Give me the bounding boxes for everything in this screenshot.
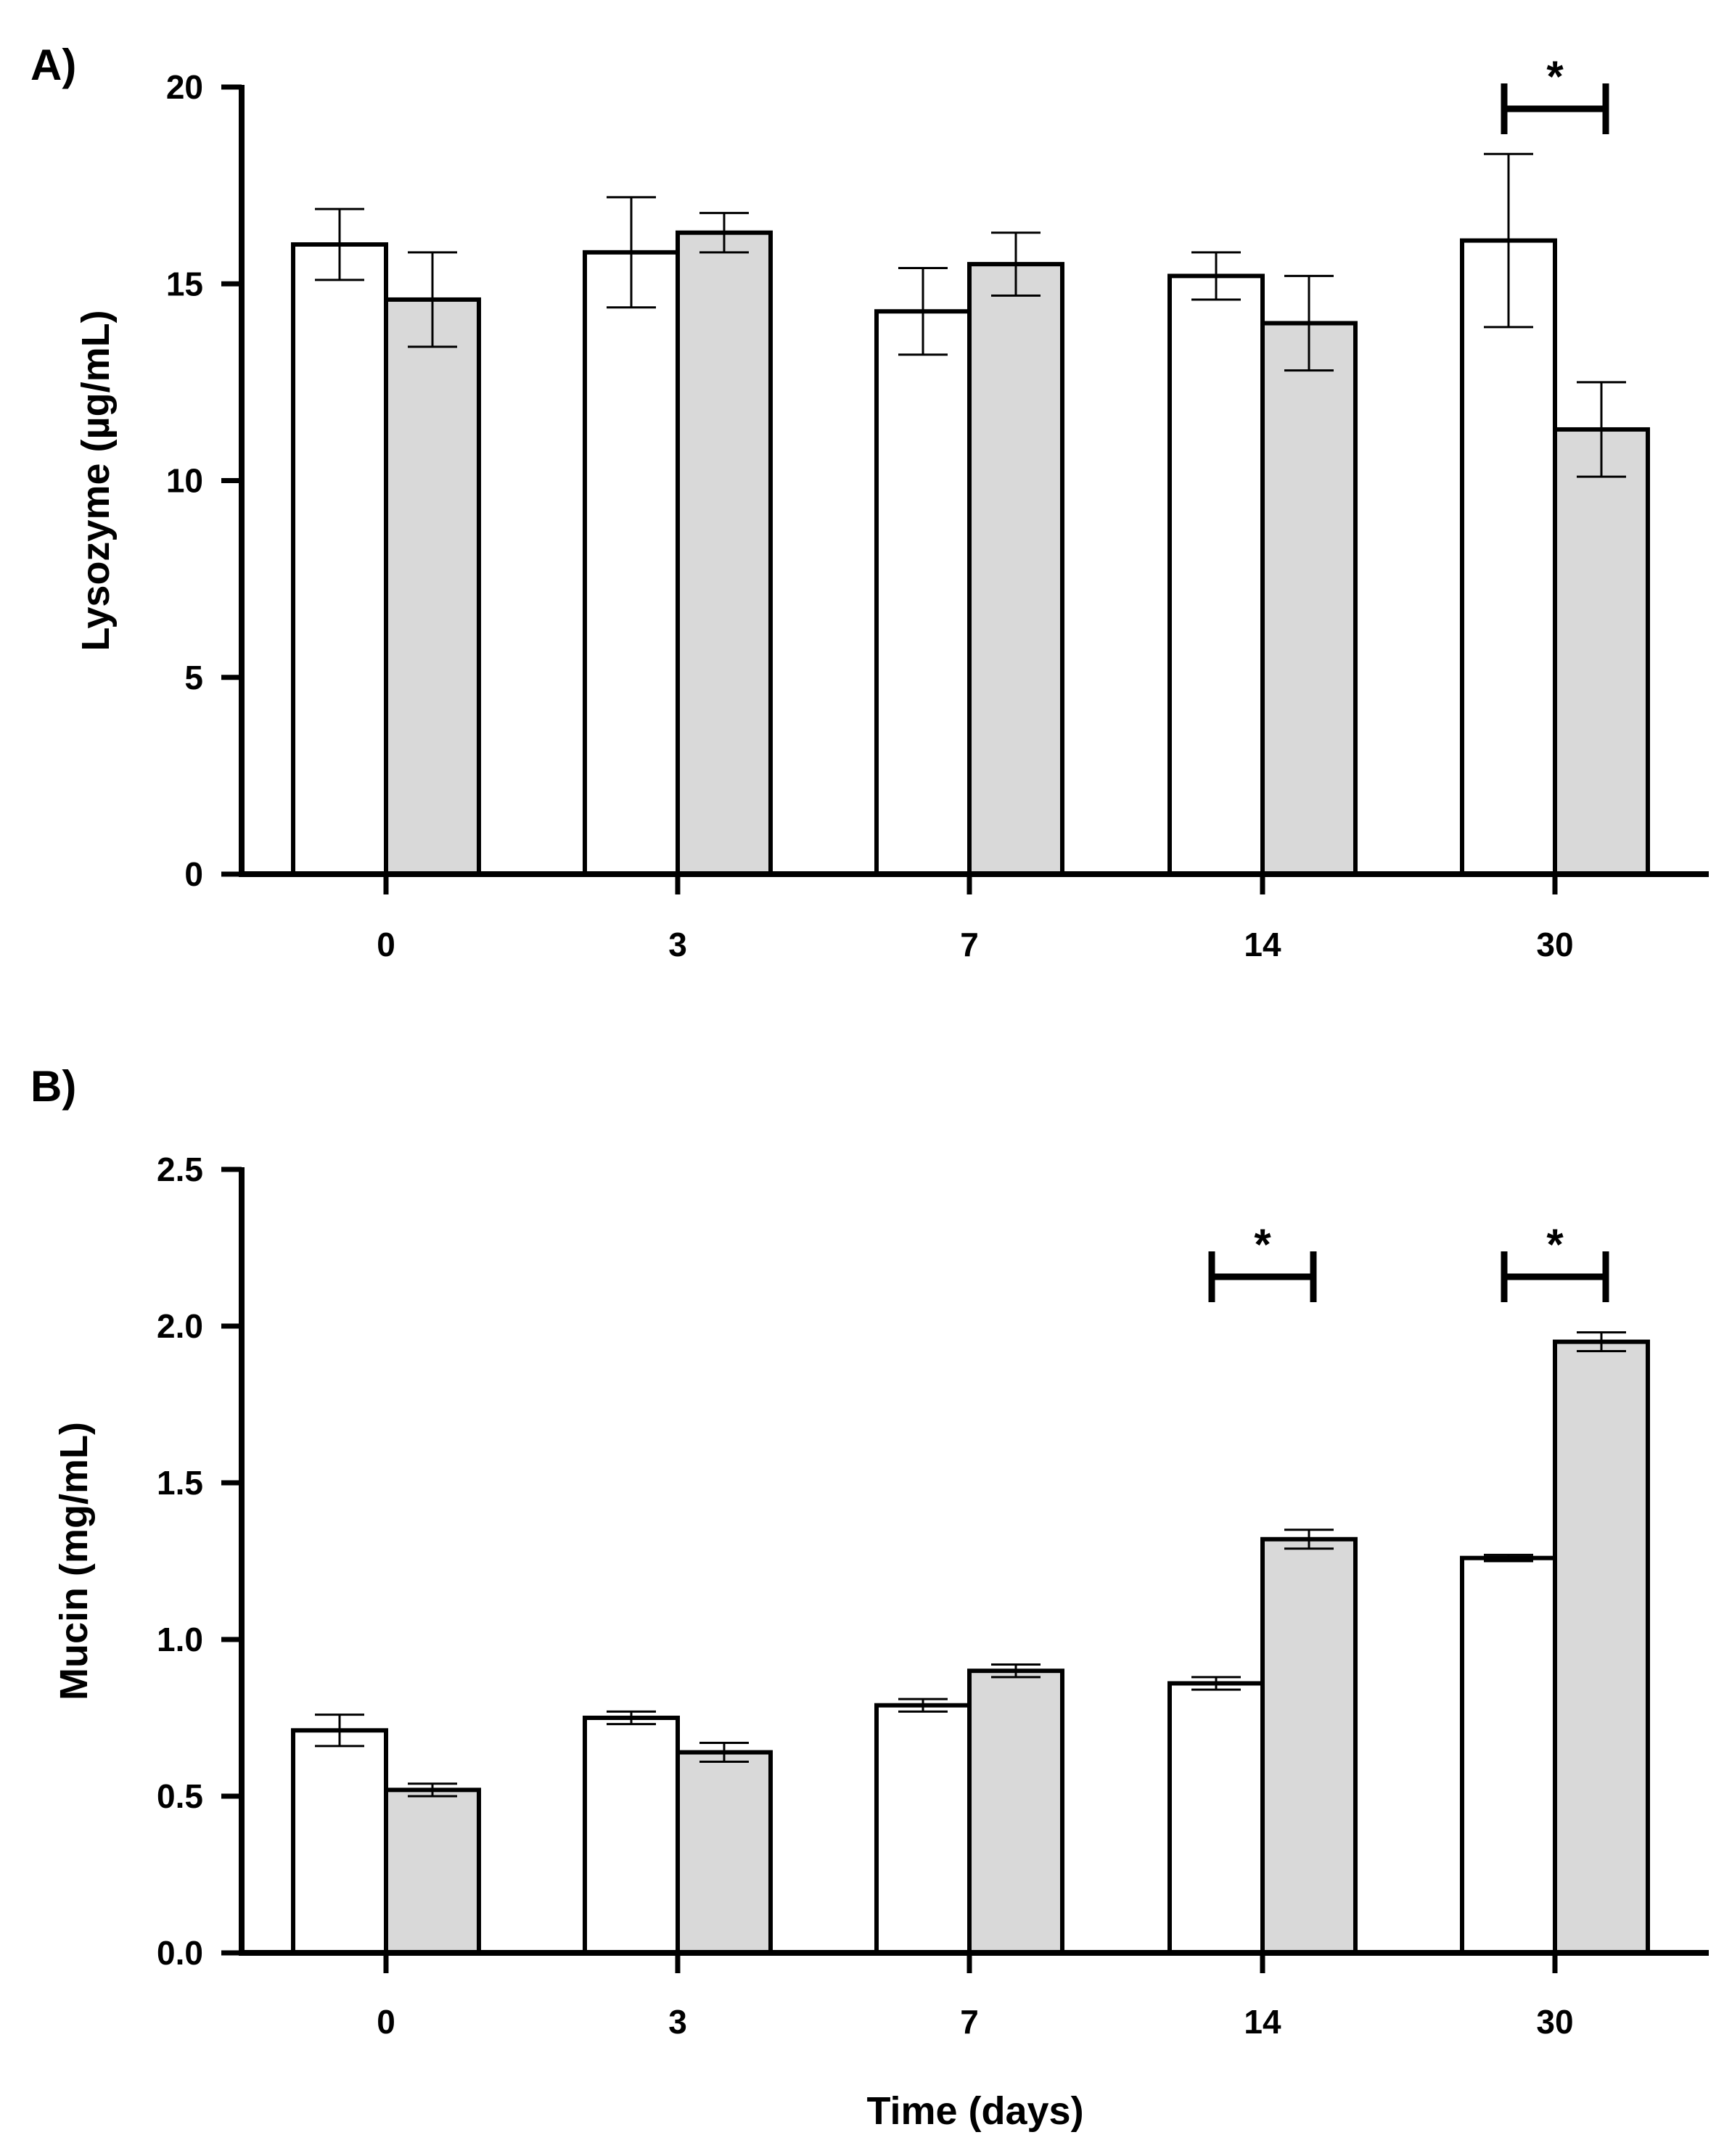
x-tick-label: 14 [1244,926,1281,963]
y-tick-label: 2.0 [157,1307,203,1345]
lysozyme-chart: A) 0 5 10 15 20 0 3 7 14 30 Lysozyme (µg/mL) * [30,41,1709,963]
y-tick-label: 1.5 [157,1464,203,1502]
error-bar-control-30 [1484,1553,1533,1563]
y-tick-label: 10 [166,462,203,500]
significance-star: * [1254,1220,1271,1269]
error-bar-treated-14 [1284,274,1334,372]
bar-treated-30 [1553,1339,1650,1955]
error-bar-control-7 [898,267,948,356]
bar-control-30 [1460,238,1557,876]
bar-control-3 [583,1716,680,1955]
y-axis-title: Mucin (mg/mL) [52,1422,96,1700]
x-tick-label: 7 [960,926,979,963]
error-bar-treated-0 [408,251,457,348]
error-bar-control-30 [1484,152,1533,329]
y-tick-label: 15 [166,265,203,303]
significance-star: * [1546,1220,1564,1269]
bar-treated-14 [1260,321,1358,876]
y-tick-label: 20 [166,68,203,106]
error-bar-control-3 [607,196,656,309]
bar-control-30 [1460,1555,1557,1955]
x-tick-label: 14 [1244,2003,1281,2041]
bar-control-7 [874,309,972,877]
x-tick-label: 3 [668,926,687,963]
bar-treated-14 [1260,1536,1358,1955]
mucin-chart: B) 0.0 0.5 1.0 1.5 2.0 2.5 0 3 7 14 30 Mucin (mg/mL)… [30,1062,1709,2133]
error-bar-control-14 [1191,1676,1241,1691]
error-bar-treated-30 [1577,381,1626,478]
x-tick-label: 0 [377,926,395,963]
bar-treated-3 [676,230,773,877]
y-tick-label: 1.0 [157,1621,203,1658]
significance-bracket-14: * [1208,1220,1317,1302]
y-tick-label: 0.0 [157,1934,203,1972]
error-bar-control-0 [315,207,364,281]
error-bar-control-3 [607,1710,656,1726]
x-axis-title: Time (days) [866,2089,1083,2133]
panel-label: A) [30,41,76,89]
panel-label: B) [30,1062,76,1111]
error-bar-control-0 [315,1713,364,1748]
error-bar-treated-7 [991,231,1041,297]
error-bar-treated-3 [699,212,749,254]
bar-control-7 [874,1703,972,1955]
x-tick-label: 30 [1536,926,1573,963]
bar-treated-7 [967,1669,1064,1955]
error-bar-treated-3 [699,1742,749,1763]
error-bar-control-14 [1191,251,1241,301]
bar-control-0 [291,242,388,876]
bar-control-14 [1167,1681,1265,1955]
y-tick-label: 0 [184,855,203,893]
bar-treated-0 [384,1787,481,1956]
bar-treated-3 [676,1750,773,1956]
bar-control-14 [1167,273,1265,876]
bar-control-0 [291,1728,388,1956]
bar-treated-30 [1553,427,1650,876]
bar-control-3 [583,250,680,877]
error-bar-treated-30 [1577,1331,1626,1353]
error-bar-control-7 [898,1698,948,1713]
y-tick-label: 2.5 [157,1151,203,1188]
significance-bracket-30: * [1501,1220,1609,1302]
error-bar-treated-0 [408,1782,457,1798]
y-tick-label: 5 [184,659,203,696]
error-bar-treated-14 [1284,1528,1334,1550]
bar-treated-7 [967,262,1064,876]
x-tick-label: 7 [960,2003,979,2041]
significance-bracket-30: * [1501,52,1609,134]
x-tick-label: 30 [1536,2003,1573,2041]
x-tick-label: 0 [377,2003,395,2041]
error-bar-treated-7 [991,1663,1041,1679]
y-axis-title: Lysozyme (µg/mL) [74,310,118,651]
y-tick-label: 0.5 [157,1777,203,1815]
bar-treated-0 [384,297,481,876]
significance-star: * [1546,52,1564,101]
x-tick-label: 3 [668,2003,687,2041]
